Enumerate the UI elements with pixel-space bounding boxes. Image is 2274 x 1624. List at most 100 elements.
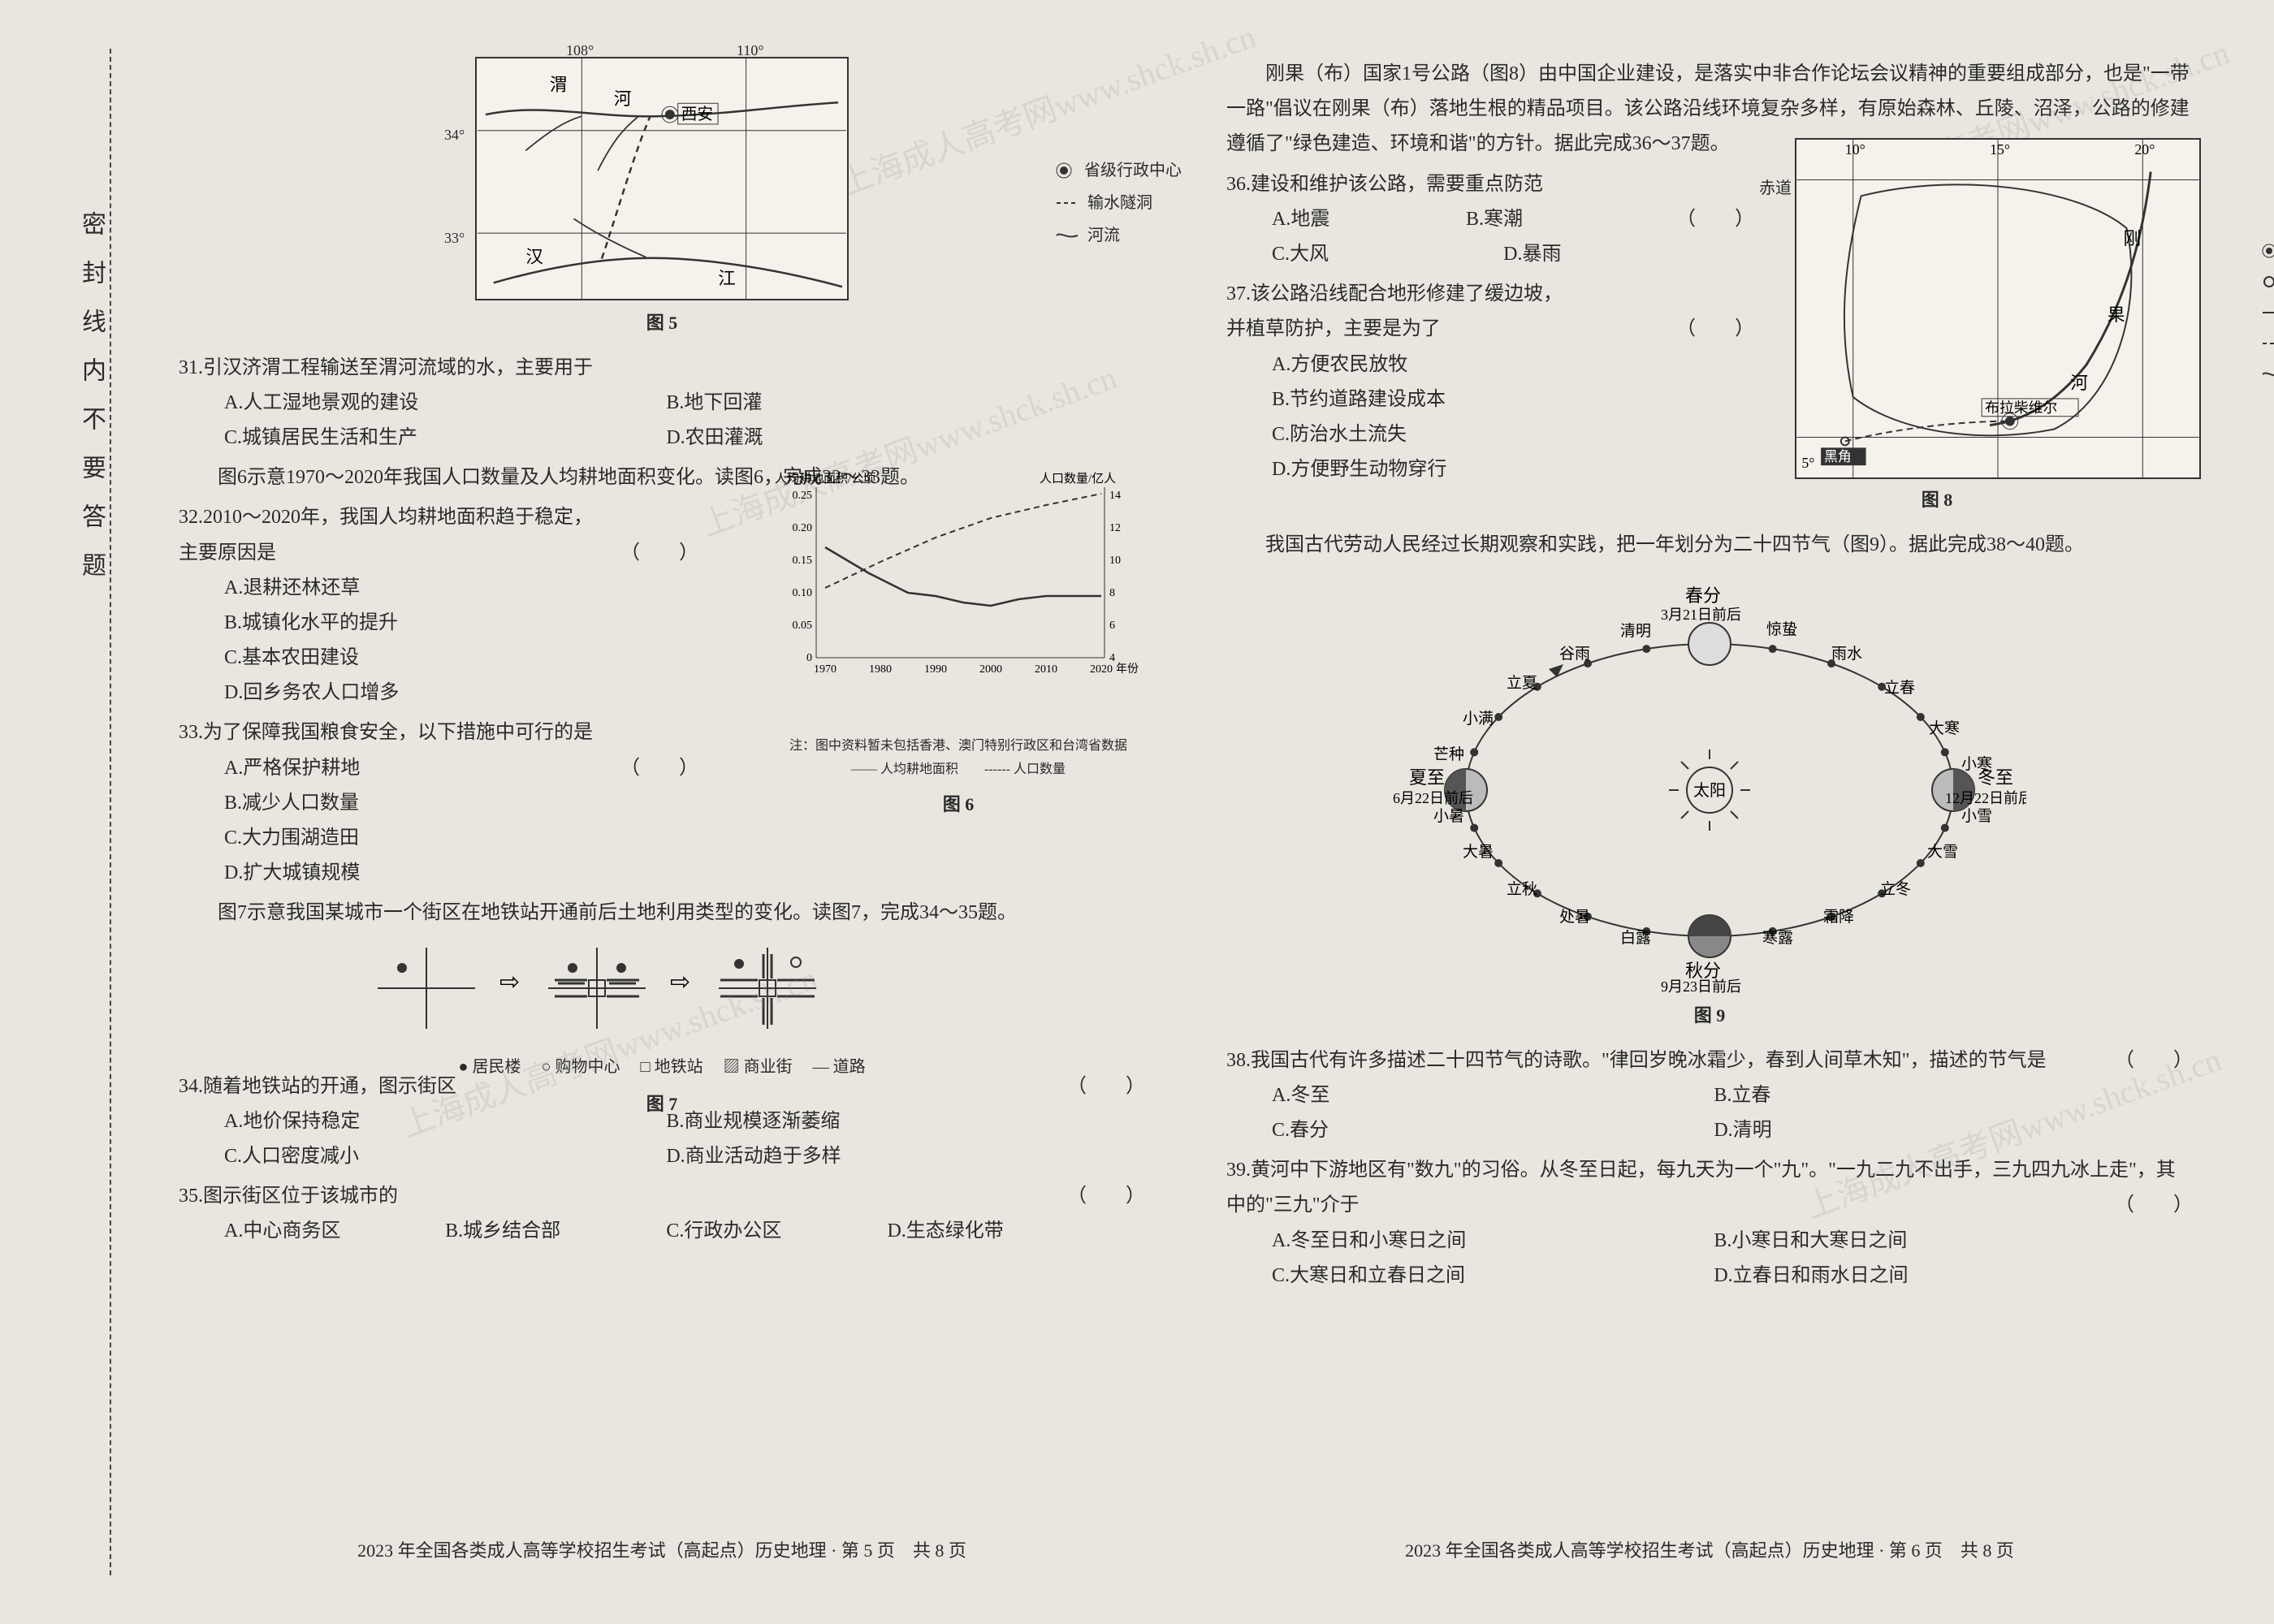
svg-text:大寒: 大寒 [1929, 719, 1960, 737]
q31-opt-c: C.城镇居民生活和生产 [224, 421, 666, 456]
figure-9-solar-terms: 太阳 春分 3月21日前后 夏至 [1393, 571, 2026, 993]
svg-text:人口数量/亿人: 人口数量/亿人 [1040, 472, 1116, 486]
svg-text:0: 0 [806, 652, 812, 664]
q39-stem: 39.黄河中下游地区有"数九"的习俗。从冬至日起，每九天为一个"九"。"一九二九… [1226, 1160, 2176, 1216]
lon-label: 108° [566, 37, 594, 63]
q38-opt-b: B.立春 [1714, 1078, 2155, 1113]
svg-text:立春: 立春 [1884, 679, 1915, 697]
svg-text:8: 8 [1109, 587, 1115, 599]
svg-text:渭: 渭 [550, 75, 568, 94]
svg-text:⇨: ⇨ [499, 969, 520, 996]
q31-opt-b: B.地下回灌 [666, 386, 1108, 421]
question-35: 35.图示街区位于该城市的（ ） A.中心商务区 B.城乡结合部 C.行政办公区… [179, 1179, 1145, 1249]
svg-text:0.20: 0.20 [793, 522, 813, 534]
q36-opt-a: A.地震 [1272, 202, 1466, 237]
page-right: 上海成人高考网www.shck.sh.cn 上海成人高考网www.shck.sh… [1210, 49, 2209, 1575]
svg-text:太阳: 太阳 [1693, 781, 1726, 800]
question-31: 31.引汉济渭工程输送至渭河流域的水，主要用于 A.人工湿地景观的建设 B.地下… [179, 351, 1145, 456]
svg-text:小暑: 小暑 [1433, 807, 1464, 825]
svg-text:2020: 2020 [1090, 663, 1113, 676]
svg-text:寒露: 寒露 [1762, 929, 1793, 947]
svg-text:黑角: 黑角 [1824, 449, 1852, 464]
svg-text:6月22日前后: 6月22日前后 [1393, 790, 1473, 806]
q37-opt-b: B.节约道路建设成本 [1272, 382, 1754, 417]
question-39: 39.黄河中下游地区有"数九"的习俗。从冬至日起，每九天为一个"九"。"一九二九… [1226, 1153, 2193, 1294]
q38-opt-a: A.冬至 [1272, 1078, 1714, 1113]
svg-text:春分: 春分 [1685, 585, 1721, 606]
figure-5-map: 108° 110° 34° 33° [475, 57, 849, 300]
svg-text:5°: 5° [1801, 455, 1814, 471]
answer-paren: （ ） [1676, 202, 1754, 237]
lat-label: 34° [444, 122, 465, 148]
figure-8-legend: 首都 城市 国界 公路 河流 [2261, 235, 2274, 390]
svg-text:谷雨: 谷雨 [1559, 645, 1590, 663]
svg-text:白露: 白露 [1620, 929, 1651, 947]
svg-text:3月21日前后: 3月21日前后 [1661, 607, 1741, 623]
answer-paren: （ ） [1676, 312, 1754, 347]
q34-opt-b: B.商业规模逐渐萎缩 [666, 1104, 1108, 1139]
q33-opt-c: C.大力围湖造田 [224, 821, 698, 856]
svg-text:河: 河 [2070, 374, 2088, 393]
q32-stem-a: 32.2010～2020年，我国人均耕地面积趋于稳定， [179, 500, 698, 535]
q36-opt-d: D.暴雨 [1503, 237, 1735, 272]
q36-opt-b: B.寒潮 [1466, 202, 1660, 237]
svg-text:0.05: 0.05 [793, 620, 813, 632]
svg-text:0.25: 0.25 [793, 490, 813, 502]
q34-stem: 34.随着地铁站的开通，图示街区 [179, 1076, 456, 1097]
q39-opt-c: C.大寒日和立春日之间 [1272, 1259, 1714, 1294]
figure-6-chart: 人均耕地面积/公顷 人口数量/亿人 00.050.10 0.150.200.25… [772, 471, 1145, 723]
q37-opt-c: C.防治水土流失 [1272, 417, 1754, 452]
q35-stem: 35.图示街区位于该城市的 [179, 1186, 398, 1207]
svg-text:1990: 1990 [924, 663, 947, 676]
svg-text:果: 果 [2108, 305, 2125, 325]
svg-text:小寒: 小寒 [1961, 755, 1992, 773]
figure-7: ⇨ ⇨ [296, 939, 1027, 1069]
q36-opt-c: C.大风 [1272, 237, 1503, 272]
svg-text:惊蛰: 惊蛰 [1766, 620, 1797, 638]
q32-opt-c: C.基本农田建设 [224, 641, 698, 676]
q32-opt-b: B.城镇化水平的提升 [224, 606, 698, 641]
q34-opt-a: A.地价保持稳定 [224, 1104, 666, 1139]
equator-label: 赤道 [1759, 174, 1792, 203]
q38-opt-c: C.春分 [1272, 1113, 1714, 1148]
svg-text:大雪: 大雪 [1927, 843, 1958, 861]
answer-paren: （ ） [2115, 1043, 2193, 1078]
question-33: 33.为了保障我国粮食安全，以下措施中可行的是 （ ） A.严格保护耕地 B.减… [179, 715, 698, 891]
svg-text:2000: 2000 [979, 663, 1002, 676]
svg-text:河: 河 [614, 89, 632, 109]
page-footer-left: 2023 年全国各类成人高等学校招生考试（高起点）历史地理 · 第 5 页 共 … [162, 1535, 1161, 1567]
q35-opt-d: D.生态绿化带 [887, 1214, 1108, 1249]
svg-text:立夏: 立夏 [1507, 674, 1537, 692]
svg-text:2010: 2010 [1035, 663, 1057, 676]
figure-8-map: 10° 15° 20° 5° 刚 果 河 布拉柴维尔 黑 [1795, 138, 2201, 479]
svg-text:小雪: 小雪 [1961, 807, 1992, 825]
q36-stem: 36.建设和维护该公路，需要重点防范 [1226, 167, 1754, 202]
seal-text: 密封线内不要答题 [73, 211, 109, 601]
q31-opt-a: A.人工湿地景观的建设 [224, 386, 666, 421]
lon-label: 110° [737, 37, 764, 63]
svg-text:霜降: 霜降 [1823, 908, 1854, 926]
q33-stem: 33.为了保障我国粮食安全，以下措施中可行的是 [179, 715, 698, 750]
svg-text:立冬: 立冬 [1880, 880, 1911, 898]
answer-paren: （ ） [1067, 1179, 1145, 1214]
q38-stem: 38.我国古代有许多描述二十四节气的诗歌。"律回岁晚冰霜少，春到人间草木知"，描… [1226, 1050, 2047, 1071]
q32-stem-b: 主要原因是 [179, 542, 276, 564]
svg-text:12月22日前后: 12月22日前后 [1945, 790, 2026, 806]
svg-text:0.15: 0.15 [793, 555, 813, 567]
svg-text:10°: 10° [1845, 141, 1865, 158]
q34-opt-c: C.人口密度减小 [224, 1139, 666, 1174]
svg-text:1970: 1970 [814, 663, 837, 676]
svg-text:汉: 汉 [525, 248, 543, 267]
q31-stem: 31.引汉济渭工程输送至渭河流域的水，主要用于 [179, 351, 1145, 386]
svg-text:芒种: 芒种 [1433, 745, 1464, 763]
svg-text:大暑: 大暑 [1463, 843, 1494, 861]
q37-stem-b: 并植草防护，主要是为了 [1226, 318, 1441, 339]
svg-text:20°: 20° [2134, 141, 2155, 158]
svg-text:西安: 西安 [681, 106, 713, 123]
svg-text:夏至: 夏至 [1409, 767, 1445, 788]
seal-line [110, 49, 111, 1575]
q32-opt-a: A.退耕还林还草 [224, 571, 698, 606]
map-svg: 西安 渭 河 汉 江 [477, 58, 847, 299]
question-32: 32.2010～2020年，我国人均耕地面积趋于稳定， 主要原因是（ ） A.退… [179, 500, 698, 710]
answer-paren: （ ） [620, 751, 698, 786]
